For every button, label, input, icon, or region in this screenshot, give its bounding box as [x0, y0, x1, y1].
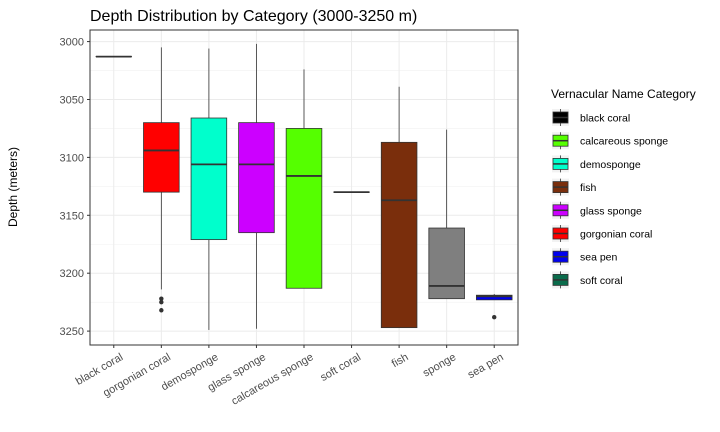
box-demosponge	[190, 48, 228, 330]
y-tick-label: 3000	[60, 37, 84, 49]
x-tick-label: soft coral	[318, 351, 363, 384]
legend-item: calcareous sponge	[552, 132, 668, 150]
legend-label: black coral	[580, 113, 630, 125]
y-tick-label: 3250	[60, 326, 84, 338]
box-body	[285, 128, 323, 289]
box-glass-sponge	[238, 43, 275, 329]
outlier-point	[159, 308, 164, 313]
box-body	[190, 117, 228, 241]
x-tick-label: sea pen	[466, 351, 506, 381]
legend-item: sea pen	[552, 248, 618, 266]
outlier-point	[159, 299, 164, 305]
x-tick-label: fish	[390, 351, 411, 370]
legend-title: Vernacular Name Category	[551, 87, 696, 101]
legend-label: calcareous sponge	[580, 136, 668, 148]
box-body	[428, 227, 465, 300]
box-body	[143, 122, 180, 193]
legend: Vernacular Name Category black coral calc…	[551, 87, 696, 289]
legend-item: fish	[552, 178, 597, 196]
box-fish	[380, 86, 418, 329]
legend-label: soft coral	[580, 275, 623, 287]
outlier-point	[492, 315, 497, 320]
legend-label: glass sponge	[580, 205, 642, 217]
chart-title: Depth Distribution by Category (3000-325…	[90, 8, 417, 25]
box-sea-pen	[475, 294, 513, 320]
box-calcareous-sponge	[285, 69, 323, 289]
legend-item: soft coral	[552, 271, 623, 289]
box-sponge	[428, 129, 465, 300]
y-tick-label: 3050	[60, 94, 84, 106]
legend-item: demosponge	[552, 155, 641, 173]
legend-item: glass sponge	[552, 201, 642, 219]
outlier-point	[159, 296, 164, 301]
legend-label: gorgonian coral	[580, 229, 652, 241]
x-tick-label: sponge	[421, 351, 458, 379]
legend-item: gorgonian coral	[552, 225, 652, 242]
box-body	[238, 122, 275, 234]
legend-item: black coral	[552, 109, 630, 126]
y-tick-label: 3200	[60, 268, 84, 280]
y-axis-title: Depth (meters)	[6, 147, 20, 227]
legend-label: sea pen	[580, 252, 618, 264]
y-tick-label: 3150	[60, 210, 84, 222]
y-tick-label: 3100	[60, 152, 84, 164]
x-tick-label: calcareous sponge	[230, 351, 316, 408]
legend-label: demosponge	[580, 159, 641, 171]
box-body	[380, 141, 418, 329]
legend-label: fish	[580, 182, 597, 194]
box-body	[475, 294, 513, 301]
box-gorgonian-coral	[143, 47, 180, 313]
